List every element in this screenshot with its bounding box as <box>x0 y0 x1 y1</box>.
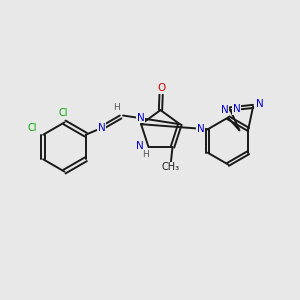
Text: N: N <box>98 123 105 133</box>
Text: N: N <box>136 141 143 151</box>
Text: O: O <box>157 83 165 93</box>
Text: N: N <box>220 105 228 115</box>
Text: N: N <box>136 112 144 123</box>
Text: Cl: Cl <box>58 108 68 118</box>
Text: CH₃: CH₃ <box>162 162 180 172</box>
Text: H: H <box>142 150 149 159</box>
Text: N: N <box>197 124 204 134</box>
Text: N: N <box>256 99 264 109</box>
Text: Cl: Cl <box>27 123 37 133</box>
Text: H: H <box>113 103 120 112</box>
Text: N: N <box>232 104 240 114</box>
